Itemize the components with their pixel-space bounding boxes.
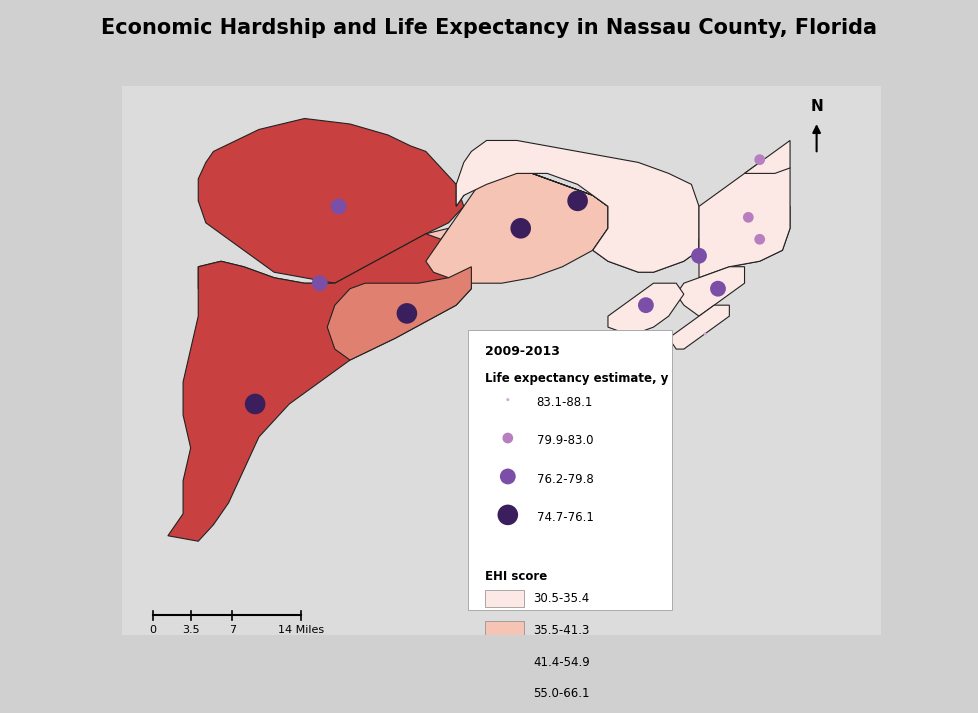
Point — [247, 399, 263, 410]
Text: 30.5-35.4: 30.5-35.4 — [533, 592, 590, 605]
Polygon shape — [456, 140, 698, 272]
Point — [500, 471, 515, 482]
Text: 83.1-88.1: 83.1-88.1 — [536, 396, 593, 409]
Polygon shape — [668, 305, 729, 349]
Polygon shape — [168, 234, 471, 541]
Point — [311, 277, 327, 289]
Polygon shape — [607, 283, 683, 332]
Point — [331, 200, 346, 212]
Text: 55.0-66.1: 55.0-66.1 — [533, 687, 590, 700]
Point — [638, 299, 653, 311]
Polygon shape — [456, 173, 698, 272]
Bar — [484, 685, 524, 702]
Text: 79.9-83.0: 79.9-83.0 — [536, 434, 593, 447]
Point — [739, 212, 755, 223]
Bar — [484, 653, 524, 671]
Point — [500, 394, 515, 405]
Text: EHI score: EHI score — [484, 570, 547, 583]
Bar — [484, 622, 524, 639]
Bar — [484, 590, 524, 607]
Point — [512, 222, 528, 234]
Text: N: N — [810, 99, 822, 114]
Point — [500, 509, 515, 520]
Polygon shape — [743, 140, 789, 173]
Polygon shape — [676, 267, 743, 316]
Polygon shape — [198, 228, 448, 299]
Point — [751, 234, 767, 245]
Text: Life expectancy estimate, y: Life expectancy estimate, y — [484, 372, 668, 385]
Text: 74.7-76.1: 74.7-76.1 — [536, 511, 593, 524]
Polygon shape — [327, 267, 471, 360]
Point — [690, 250, 706, 262]
Point — [709, 283, 725, 294]
Polygon shape — [698, 195, 789, 267]
Text: 76.2-79.8: 76.2-79.8 — [536, 473, 593, 486]
Point — [399, 308, 415, 319]
Point — [696, 328, 712, 339]
Text: 14 Miles: 14 Miles — [278, 625, 324, 635]
Polygon shape — [198, 118, 464, 283]
Text: 2009-2013: 2009-2013 — [484, 344, 559, 358]
Text: 0: 0 — [149, 625, 156, 635]
Text: Economic Hardship and Life Expectancy in Nassau County, Florida: Economic Hardship and Life Expectancy in… — [102, 18, 876, 38]
FancyBboxPatch shape — [467, 330, 672, 610]
Point — [751, 154, 767, 165]
Text: 3.5: 3.5 — [182, 625, 200, 635]
Text: 41.4-54.9: 41.4-54.9 — [533, 655, 590, 669]
Polygon shape — [425, 173, 607, 283]
Text: 35.5-41.3: 35.5-41.3 — [533, 624, 590, 637]
Point — [500, 432, 515, 443]
Point — [569, 195, 585, 207]
Text: 7: 7 — [229, 625, 236, 635]
Polygon shape — [698, 163, 789, 277]
